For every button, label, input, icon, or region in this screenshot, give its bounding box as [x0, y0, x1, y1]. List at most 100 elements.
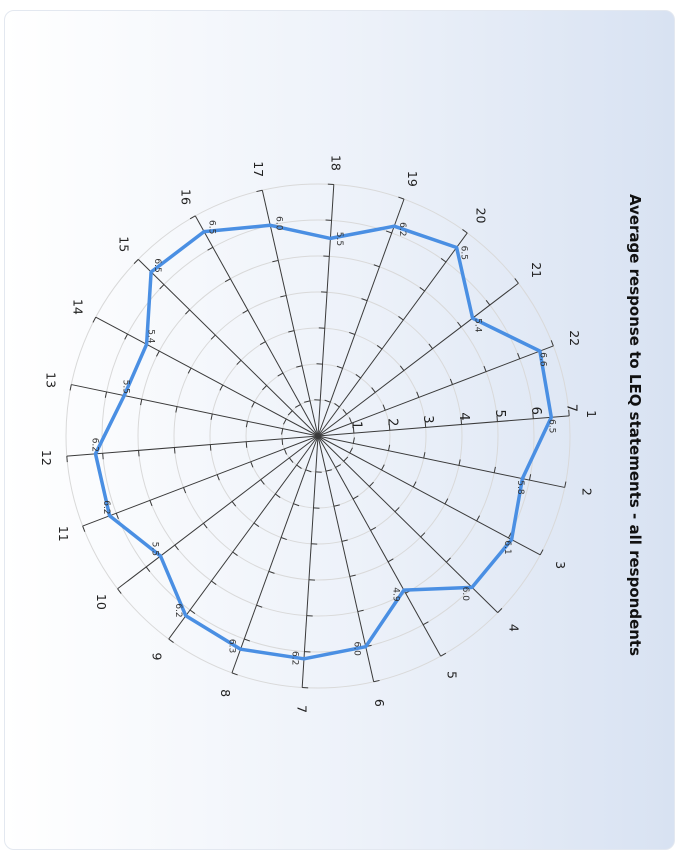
axis-spoke-4 [317, 435, 499, 614]
data-label-17: 6.0 [274, 216, 284, 231]
data-label-21: 5.4 [473, 318, 483, 333]
category-label-4: 4 [507, 624, 522, 632]
axis-tick [517, 352, 521, 359]
axis-tick [349, 574, 356, 577]
data-label-16: 6.5 [206, 220, 216, 234]
category-label-2: 2 [579, 488, 594, 496]
category-label-12: 12 [39, 450, 54, 466]
axis-tick [294, 404, 301, 408]
axis-tick [336, 365, 343, 369]
axis-tick [256, 604, 263, 608]
axis-tick [293, 503, 300, 507]
axis-spoke-13 [71, 384, 319, 437]
data-label-1: 6.5 [546, 419, 556, 433]
series-line [93, 223, 554, 661]
axis-tick [371, 387, 376, 393]
axis-tick [260, 479, 265, 485]
ring-label: 2 [384, 418, 399, 426]
axis-tick [168, 638, 174, 643]
axis-tick [280, 537, 287, 541]
axis-tick [419, 287, 425, 292]
axis-tick [231, 672, 238, 676]
grid-ring [137, 255, 499, 617]
axis-tick [283, 448, 287, 455]
axis-tick [104, 391, 108, 398]
axis-tick [352, 437, 355, 444]
category-label-16: 16 [178, 189, 193, 205]
axis-tick [288, 457, 294, 463]
axis-tick [236, 359, 242, 365]
category-label-18: 18 [329, 155, 344, 171]
axis-tick [352, 495, 359, 500]
axis-tick [272, 259, 279, 263]
axis-tick [210, 334, 216, 340]
axis-tick [423, 452, 426, 459]
category-label-14: 14 [70, 299, 85, 315]
axis-tick [449, 378, 453, 385]
axis-spoke-16 [194, 215, 319, 437]
category-label-10: 10 [94, 594, 109, 610]
axis-spoke-10 [117, 435, 319, 590]
data-label-2: 5.8 [515, 480, 525, 495]
data-label-13: 5.5 [121, 380, 131, 394]
axis-tick [244, 638, 251, 642]
axis-tick [250, 461, 254, 468]
data-label-12: 6.2 [89, 438, 99, 452]
axis-tick [493, 466, 496, 473]
axis-spoke-9 [168, 435, 319, 640]
axis-tick [376, 345, 383, 350]
category-label-5: 5 [445, 671, 460, 679]
axis-tick [115, 513, 119, 520]
chart-axes [66, 183, 570, 689]
category-label-17: 17 [251, 161, 266, 177]
axis-tick [296, 365, 303, 368]
category-label-20: 20 [474, 208, 489, 224]
axis-tick [277, 372, 284, 377]
axis-tick [373, 679, 380, 683]
axis-tick [324, 399, 331, 403]
axis-spoke-14 [95, 316, 319, 437]
axis-spoke-5 [317, 435, 442, 657]
grid-ring [209, 327, 427, 545]
axis-tick [296, 464, 302, 469]
axis-tick [149, 500, 153, 507]
grid-ring [65, 183, 571, 689]
axis-tick [216, 474, 220, 481]
data-label-10: 5.5 [150, 542, 160, 556]
axis-tick [382, 404, 386, 411]
data-label-14: 5.4 [145, 329, 155, 344]
axis-tick [373, 264, 380, 268]
axis-tick [412, 481, 417, 488]
axis-tick [333, 504, 340, 507]
axis-tick [440, 652, 447, 657]
axis-tick [349, 331, 356, 335]
axis-tick [385, 230, 392, 234]
axis-tick [304, 400, 311, 403]
axis-spoke-20 [317, 232, 468, 437]
axis-tick [420, 532, 426, 538]
grid-ring [173, 291, 463, 581]
axis-tick [444, 498, 449, 505]
data-label-20: 6.5 [458, 246, 468, 260]
axis-spoke-6 [317, 435, 375, 682]
data-label-22: 6.6 [538, 352, 548, 367]
axis-tick [280, 295, 287, 298]
category-label-15: 15 [116, 236, 131, 252]
axis-tick [185, 309, 190, 315]
axis-spoke-19 [317, 198, 405, 437]
axis-tick [334, 403, 340, 408]
axis-tick [381, 464, 385, 471]
category-label-19: 19 [405, 171, 420, 187]
axis-tick [211, 580, 217, 585]
axis-tick [370, 526, 377, 531]
data-label-19: 6.2 [397, 222, 407, 236]
axis-tick [539, 549, 544, 556]
axis-tick [187, 367, 192, 374]
axis-spoke-18 [317, 184, 335, 437]
axis-tick [189, 609, 196, 614]
axis-tick [159, 284, 165, 290]
axis-tick [398, 316, 404, 321]
axis-tick [189, 215, 196, 220]
category-label-9: 9 [149, 652, 164, 660]
category-label-21: 21 [529, 262, 544, 278]
